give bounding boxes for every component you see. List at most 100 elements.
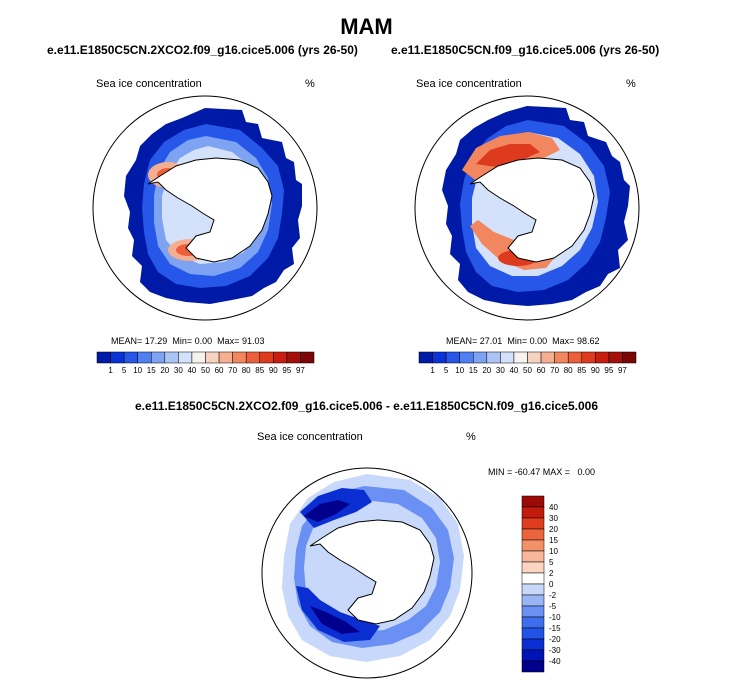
left-colorbar-tick-label: 5 <box>122 366 127 375</box>
diff-colorbar-tick-label: 30 <box>549 514 558 523</box>
left-colorbar-swatch <box>232 351 247 364</box>
left-colorbar-tick-label: 50 <box>201 366 210 375</box>
right-colorbar-swatch <box>527 351 542 364</box>
right-colorbar-swatch <box>595 351 610 364</box>
diff-colorbar-swatch <box>521 528 545 541</box>
diff-panel-title: e.e11.E1850C5CN.2XCO2.f09_g16.cice5.006 … <box>135 399 598 413</box>
diff-colorbar-tick-label: -2 <box>549 591 557 600</box>
right-colorbar-swatch <box>622 351 637 364</box>
right-colorbar-tick-label: 30 <box>496 366 505 375</box>
right-stats: MEAN= 27.01 Min= 0.00 Max= 98.62 <box>446 336 599 346</box>
right-colorbar-tick-label: 85 <box>577 366 586 375</box>
left-units-label: % <box>305 78 315 90</box>
right-antarctica <box>469 157 595 263</box>
right-colorbar-tick-label: 15 <box>469 366 478 375</box>
diff-colorbar-tick-label: 10 <box>549 547 558 556</box>
diff-units-label: % <box>466 431 476 443</box>
diff-colorbar-tick-label: -10 <box>549 613 561 622</box>
diff-variable-label: Sea ice concentration <box>257 431 363 443</box>
diff-colorbar-tick-label: -40 <box>549 657 561 666</box>
left-colorbar-swatch <box>205 351 220 364</box>
diff-colorbar-swatch <box>521 506 545 519</box>
right-colorbar-tick-label: 50 <box>523 366 532 375</box>
right-panel-title: e.e11.E1850C5CN.f09_g16.cice5.006 (yrs 2… <box>391 43 660 57</box>
left-min-label: Min= <box>172 336 193 346</box>
diff-antarctica <box>309 519 435 625</box>
diff-colorbar-swatch <box>521 495 545 508</box>
right-variable-label: Sea ice concentration <box>416 78 522 90</box>
diff-colorbar-tick-label: -30 <box>549 646 561 655</box>
right-colorbar-swatch <box>513 351 528 364</box>
left-colorbar: 1 5 10 15 20 30 40 50 60 70 80 85 90 95 97 <box>96 351 315 375</box>
diff-loss-ross <box>296 586 380 642</box>
diff-colorbar-swatch <box>521 627 545 640</box>
left-colorbar-swatch <box>286 351 301 364</box>
right-colorbar-tick-label: 40 <box>509 366 518 375</box>
right-colorbar-tick-label: 97 <box>618 366 627 375</box>
left-max-label: Max= <box>217 336 240 346</box>
diff-map <box>261 467 473 679</box>
right-colorbar-tick-label: 1 <box>430 366 435 375</box>
left-panel-title: e.e11.E1850C5CN.2XCO2.f09_g16.cice5.006 … <box>47 43 358 57</box>
right-colorbar-swatch <box>500 351 515 364</box>
left-colorbar-swatch <box>245 351 260 364</box>
left-colorbar-swatch <box>218 351 233 364</box>
left-stats: MEAN= 17.29 Min= 0.00 Max= 91.03 <box>111 336 264 346</box>
right-colorbar-swatch <box>432 351 447 364</box>
right-colorbar-tick-label: 90 <box>591 366 600 375</box>
diff-colorbar-swatch <box>521 594 545 607</box>
right-colorbar-swatch <box>445 351 460 364</box>
diff-colorbar-swatch <box>521 660 545 673</box>
right-colorbar: 1 5 10 15 20 30 40 50 60 70 80 85 90 95 97 <box>418 351 637 375</box>
left-colorbar-swatch <box>300 351 315 364</box>
right-units-label: % <box>626 78 636 90</box>
left-colorbar-swatch <box>259 351 274 364</box>
diff-colorbar-swatch <box>521 605 545 618</box>
diff-colorbar-tick-label: 15 <box>549 536 558 545</box>
right-map <box>414 95 640 321</box>
right-colorbar-tick-label: 60 <box>537 366 546 375</box>
right-colorbar-swatch <box>554 351 569 364</box>
diff-colorbar-swatch <box>521 649 545 662</box>
right-min-label: Min= <box>507 336 528 346</box>
right-colorbar-swatch <box>567 351 582 364</box>
left-colorbar-tick-label: 85 <box>255 366 264 375</box>
left-min-value: 0.00 <box>194 336 213 346</box>
left-colorbar-tick-label: 30 <box>174 366 183 375</box>
diff-colorbar-tick-label: -20 <box>549 635 561 644</box>
right-min-value: 0.00 <box>529 336 548 346</box>
left-colorbar-swatch <box>178 351 193 364</box>
right-colorbar-tick-label: 5 <box>444 366 449 375</box>
diff-colorbar-swatch <box>521 638 545 651</box>
right-mean-value: 27.01 <box>479 336 503 346</box>
left-colorbar-tick-label: 10 <box>133 366 142 375</box>
diff-colorbar-swatch <box>521 561 545 574</box>
diff-colorbar-tick-label: 0 <box>549 580 554 589</box>
right-colorbar-tick-label: 70 <box>550 366 559 375</box>
left-colorbar-tick-label: 40 <box>187 366 196 375</box>
left-colorbar-swatch <box>110 351 125 364</box>
left-colorbar-tick-label: 97 <box>296 366 305 375</box>
left-colorbar-swatch <box>191 351 206 364</box>
left-colorbar-tick-label: 90 <box>269 366 278 375</box>
right-colorbar-swatch <box>608 351 623 364</box>
figure-title: MAM <box>340 14 393 39</box>
diff-colorbar-tick-label: 5 <box>549 558 554 567</box>
diff-colorbar-swatch <box>521 572 545 585</box>
diff-loss-weddell-core <box>304 500 350 522</box>
right-colorbar-swatch <box>473 351 488 364</box>
diff-colorbar-tick-label: 20 <box>549 525 558 534</box>
left-colorbar-tick-label: 95 <box>282 366 291 375</box>
right-max-label: Max= <box>552 336 575 346</box>
left-colorbar-swatch <box>137 351 152 364</box>
left-colorbar-swatch <box>151 351 166 364</box>
right-colorbar-tick-label: 95 <box>604 366 613 375</box>
left-colorbar-swatch <box>96 351 111 364</box>
left-colorbar-tick-label: 60 <box>215 366 224 375</box>
diff-colorbar-tick-label: -5 <box>549 602 557 611</box>
right-colorbar-swatch <box>418 351 433 364</box>
diff-colorbar-swatch <box>521 517 545 530</box>
right-colorbar-tick-label: 80 <box>564 366 573 375</box>
